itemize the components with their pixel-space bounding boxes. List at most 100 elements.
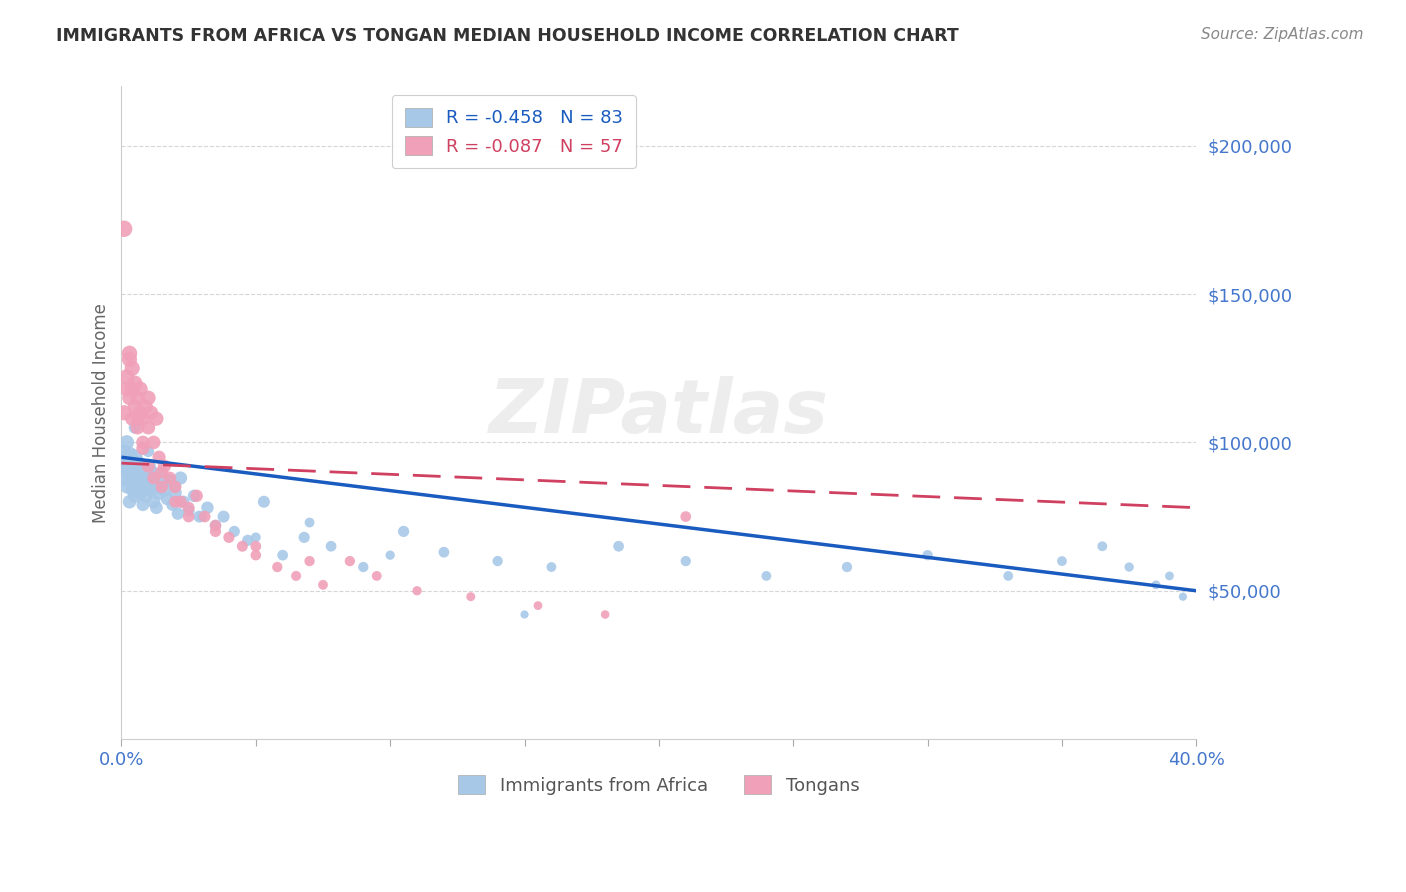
Point	[118, 391, 141, 405]
Point	[150, 477, 173, 491]
Point	[245, 548, 267, 562]
Point	[339, 554, 361, 568]
Point	[159, 474, 181, 488]
Point	[112, 221, 135, 235]
Point	[380, 548, 402, 562]
Point	[115, 480, 138, 494]
Point	[142, 494, 165, 508]
Point	[188, 509, 211, 524]
Point	[231, 539, 253, 553]
Point	[191, 509, 214, 524]
Point	[298, 516, 321, 530]
Point	[118, 456, 141, 470]
Point	[142, 435, 165, 450]
Point	[136, 459, 159, 474]
Point	[392, 524, 415, 539]
Point	[513, 607, 536, 622]
Point	[112, 471, 135, 485]
Point	[540, 560, 562, 574]
Point	[139, 406, 162, 420]
Point	[136, 459, 159, 474]
Point	[204, 518, 226, 533]
Point	[186, 489, 208, 503]
Point	[136, 477, 159, 491]
Point	[150, 465, 173, 479]
Point	[153, 483, 176, 497]
Point	[527, 599, 550, 613]
Point	[253, 494, 276, 508]
Point	[112, 444, 135, 458]
Point	[132, 480, 155, 494]
Point	[118, 447, 141, 461]
Point	[115, 435, 138, 450]
Point	[165, 480, 187, 494]
Point	[142, 471, 165, 485]
Point	[245, 539, 267, 553]
Point	[1159, 569, 1181, 583]
Point	[148, 450, 170, 465]
Point	[755, 569, 778, 583]
Point	[165, 494, 187, 508]
Point	[1144, 578, 1167, 592]
Point	[1050, 554, 1073, 568]
Point	[127, 477, 149, 491]
Point	[124, 400, 146, 414]
Point	[285, 569, 308, 583]
Point	[366, 569, 388, 583]
Point	[352, 560, 374, 574]
Point	[135, 489, 157, 503]
Point	[124, 420, 146, 434]
Point	[917, 548, 939, 562]
Point	[142, 471, 165, 485]
Point	[132, 411, 155, 425]
Point	[245, 530, 267, 544]
Point	[129, 471, 152, 485]
Point	[224, 524, 246, 539]
Point	[1171, 590, 1194, 604]
Point	[115, 462, 138, 476]
Point	[159, 471, 181, 485]
Point	[204, 524, 226, 539]
Point	[167, 507, 190, 521]
Point	[112, 456, 135, 470]
Point	[593, 607, 616, 622]
Point	[132, 435, 155, 450]
Point	[433, 545, 456, 559]
Point	[135, 400, 157, 414]
Point	[212, 509, 235, 524]
Point	[127, 411, 149, 425]
Point	[172, 494, 194, 508]
Point	[118, 474, 141, 488]
Point	[1091, 539, 1114, 553]
Point	[148, 486, 170, 500]
Point	[218, 530, 240, 544]
Point	[162, 498, 184, 512]
Point	[118, 494, 141, 508]
Point	[835, 560, 858, 574]
Point	[675, 509, 697, 524]
Point	[139, 483, 162, 497]
Point	[150, 480, 173, 494]
Point	[169, 471, 191, 485]
Point	[127, 456, 149, 470]
Point	[139, 465, 162, 479]
Point	[194, 509, 217, 524]
Point	[177, 503, 200, 517]
Point	[169, 494, 191, 508]
Point	[145, 480, 167, 494]
Point	[121, 361, 143, 376]
Point	[129, 406, 152, 420]
Point	[204, 518, 226, 533]
Point	[266, 560, 288, 574]
Point	[460, 590, 482, 604]
Point	[136, 391, 159, 405]
Point	[150, 465, 173, 479]
Point	[129, 486, 152, 500]
Point	[124, 376, 146, 390]
Point	[118, 352, 141, 367]
Point	[136, 420, 159, 434]
Point	[177, 500, 200, 515]
Y-axis label: Median Household Income: Median Household Income	[93, 302, 110, 523]
Point	[132, 442, 155, 456]
Text: IMMIGRANTS FROM AFRICA VS TONGAN MEDIAN HOUSEHOLD INCOME CORRELATION CHART: IMMIGRANTS FROM AFRICA VS TONGAN MEDIAN …	[56, 27, 959, 45]
